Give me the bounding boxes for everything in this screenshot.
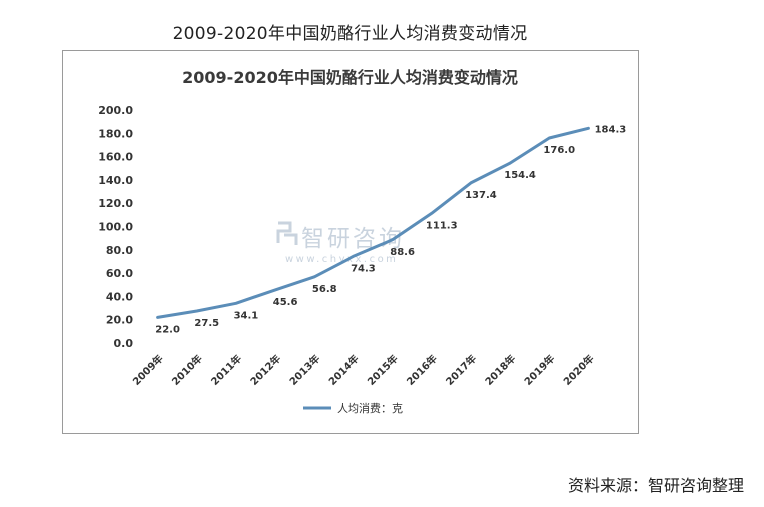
data-label: 74.3 [351,263,376,274]
watermark: 智研咨询 www.chyxx.com [276,221,405,265]
chart-frame: 2009-2020年中国奶酪行业人均消费变动情况 智研咨询 www.chyxx.… [62,50,639,434]
x-tick-label: 2011年 [208,352,244,388]
x-tick-label: 2012年 [247,352,283,388]
y-axis-ticks: 0.0 20.0 40.0 60.0 80.0 100.0 120.0 140.0 160.0 1… [98,104,133,350]
x-tick-label: 2010年 [169,352,205,388]
y-tick-label: 120.0 [98,197,133,210]
y-tick-label: 160.0 [98,151,133,164]
data-label: 154.4 [504,170,536,181]
data-label: 111.3 [426,220,458,231]
x-axis-ticks: 2009年 2010年 2011年 2012年 2013年 2014年 2015年 2016年… [130,352,597,388]
y-tick-label: 60.0 [106,267,133,280]
chart-title: 2009-2020年中国奶酪行业人均消费变动情况 [182,68,518,87]
y-tick-label: 100.0 [98,221,133,234]
series-line [156,126,590,319]
x-tick-label: 2019年 [521,352,557,388]
line-chart: 2009-2020年中国奶酪行业人均消费变动情况 智研咨询 www.chyxx.… [98,68,626,415]
page-title: 2009-2020年中国奶酪行业人均消费变动情况 [172,24,528,44]
data-label: 45.6 [273,297,298,308]
y-tick-label: 40.0 [106,290,133,303]
data-label: 184.3 [595,124,627,135]
data-label: 56.8 [312,284,337,295]
y-tick-label: 140.0 [98,174,133,187]
x-tick-label: 2017年 [443,352,479,388]
x-tick-label: 2009年 [130,352,166,388]
legend: 人均消费：克 [303,401,403,415]
data-label: 88.6 [390,247,415,258]
data-label: 176.0 [543,145,575,156]
y-tick-label: 200.0 [98,104,133,117]
x-tick-label: 2016年 [404,352,440,388]
y-tick-label: 80.0 [106,244,133,257]
data-label: 22.0 [155,324,180,335]
x-tick-label: 2015年 [365,352,401,388]
data-labels: 22.0 27.5 34.1 45.6 56.8 74.3 88.6 111.3 137.4 15… [155,124,626,335]
y-tick-label: 20.0 [106,314,133,327]
data-label: 34.1 [234,310,259,321]
data-label: 137.4 [465,190,497,201]
source-note: 资料来源：智研咨询整理 [567,476,744,495]
x-tick-label: 2013年 [286,352,322,388]
y-tick-label: 0.0 [114,337,134,350]
legend-label: 人均消费：克 [337,401,403,415]
data-label: 27.5 [194,318,219,329]
x-tick-label: 2020年 [561,352,597,388]
x-tick-label: 2014年 [326,352,362,388]
watermark-text: 智研咨询 [301,226,405,252]
x-tick-label: 2018年 [482,352,518,388]
y-tick-label: 180.0 [98,127,133,140]
watermark-logo-icon [276,221,298,245]
watermark-url: www.chyxx.com [285,254,398,265]
